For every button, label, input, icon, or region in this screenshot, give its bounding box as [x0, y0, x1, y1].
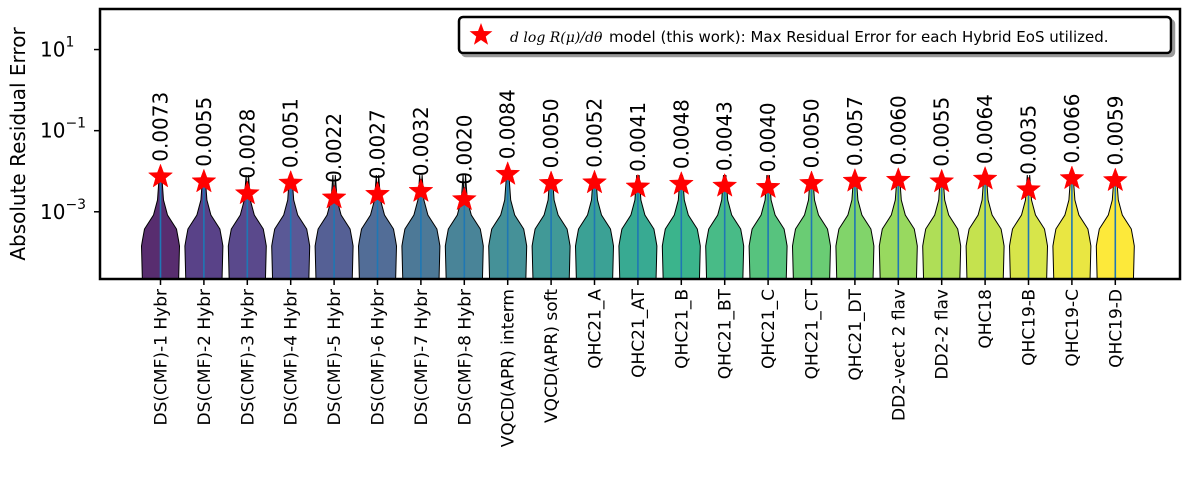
max-error-label: 0.0057 [843, 96, 867, 166]
max-error-star [495, 161, 521, 185]
max-error-star [147, 163, 174, 188]
max-error-star [755, 174, 781, 199]
x-tick-label: DS(CMF)-5 Hybr [325, 289, 345, 425]
y-tick-label: 101 [40, 35, 74, 62]
max-error-label: 0.0028 [235, 109, 259, 179]
y-tick-label: 10−1 [40, 116, 86, 143]
legend-label: model (this work): Max Residual Error fo… [609, 28, 1109, 46]
max-error-label: 0.0048 [669, 99, 693, 169]
y-axis-label: Absolute Residual Error [6, 27, 30, 261]
y-tick-label: 10−3 [40, 197, 86, 224]
max-error-star [842, 167, 868, 192]
x-tick-label: QHC21_CT [803, 288, 823, 379]
x-tick-label: DS(CMF)-3 Hybr [238, 289, 258, 425]
max-error-star [1015, 176, 1042, 201]
max-error-star [451, 186, 477, 211]
x-tick-label: QHC19-C [1063, 289, 1083, 367]
max-error-star [321, 184, 347, 209]
max-error-label: 0.0060 [886, 95, 910, 165]
max-error-label: 0.0084 [496, 89, 520, 159]
max-error-label: 0.0043 [713, 101, 737, 171]
x-tick-label: VQCD(APR) soft [542, 289, 562, 423]
legend-box [457, 15, 1173, 55]
violins [140, 173, 1135, 279]
legend-math: d log R(μ)/dθ [510, 30, 603, 46]
max-error-star [885, 166, 911, 191]
max-error-star [929, 168, 955, 193]
y-ticks: 101 10−1 10−3 [40, 35, 100, 224]
x-tick-label: QHC21_AT [629, 288, 649, 377]
max-error-star [581, 169, 608, 194]
max-error-star [712, 172, 738, 197]
x-tick-label: DS(CMF)-1 Hybr [152, 289, 172, 425]
legend: d log R(μ)/dθ model (this work): Max Res… [457, 15, 1173, 55]
legend-star-marker [469, 23, 493, 45]
x-tick-label: VQCD(APR) interm [499, 289, 519, 447]
x-tick-label: QHC21_BT [716, 288, 736, 379]
max-error-label: 0.0022 [322, 113, 346, 183]
max-error-star [234, 180, 260, 205]
max-error-labels: 0.0073 0.0055 0.0028 0.0051 0.0022 0.0027 0.00… [149, 89, 1128, 184]
max-error-label: 0.0020 [452, 115, 476, 185]
max-error-star [972, 165, 998, 190]
x-tick-label: QHC19-B [1020, 289, 1040, 366]
x-tick-label: QHC19-D [1106, 289, 1126, 368]
x-tick-label: DS(CMF)-2 Hybr [195, 289, 215, 425]
max-error-star [668, 170, 694, 195]
max-error-star [1059, 165, 1085, 190]
max-error-star [278, 169, 304, 194]
max-error-star [408, 178, 434, 202]
max-error-label: 0.0066 [1060, 94, 1084, 164]
max-error-star [1102, 167, 1128, 192]
max-error-label: 0.0073 [149, 92, 173, 162]
max-error-label: 0.0052 [583, 98, 607, 168]
x-tick-label: QHC21_DT [846, 288, 866, 380]
max-error-star [191, 168, 217, 193]
x-tick-label: DS(CMF)-6 Hybr [369, 289, 389, 425]
max-error-label: 0.0055 [192, 97, 216, 167]
x-tick-label: DD2-2 flav [933, 289, 953, 380]
max-error-star [798, 170, 825, 195]
x-tick-label: DD2-vect 2 flav [889, 289, 909, 421]
max-error-label: 0.0064 [973, 94, 997, 164]
x-tick-label: QHC21_C [759, 289, 779, 369]
max-error-label: 0.0059 [1103, 96, 1127, 166]
x-tick-label: DS(CMF)-7 Hybr [412, 289, 432, 425]
x-tick-label: QHC21_B [672, 289, 692, 369]
plot-frame [98, 7, 1182, 281]
max-error-label: 0.0050 [800, 98, 824, 168]
max-error-label: 0.0041 [626, 102, 650, 172]
max-error-label: 0.0051 [279, 98, 303, 168]
x-tick-label: QHC21_A [586, 289, 606, 369]
max-error-star [364, 181, 391, 205]
max-error-star [625, 173, 651, 198]
max-error-label: 0.0032 [409, 106, 433, 176]
x-tick-label: QHC18 [976, 289, 996, 349]
x-tick-label: DS(CMF)-8 Hybr [455, 289, 475, 425]
max-error-label: 0.0050 [539, 98, 563, 168]
max-error-stars [147, 161, 1128, 211]
max-error-star [538, 170, 564, 195]
max-error-label: 0.0035 [1017, 105, 1041, 175]
max-error-label: 0.0040 [756, 102, 780, 172]
max-error-label: 0.0027 [366, 109, 390, 179]
x-ticks: DS(CMF)-1 Hybr DS(CMF)-2 Hybr DS(CMF)-3 Hy… [152, 279, 1126, 447]
x-tick-label: DS(CMF)-4 Hybr [282, 289, 302, 425]
max-error-label: 0.0055 [930, 97, 954, 167]
